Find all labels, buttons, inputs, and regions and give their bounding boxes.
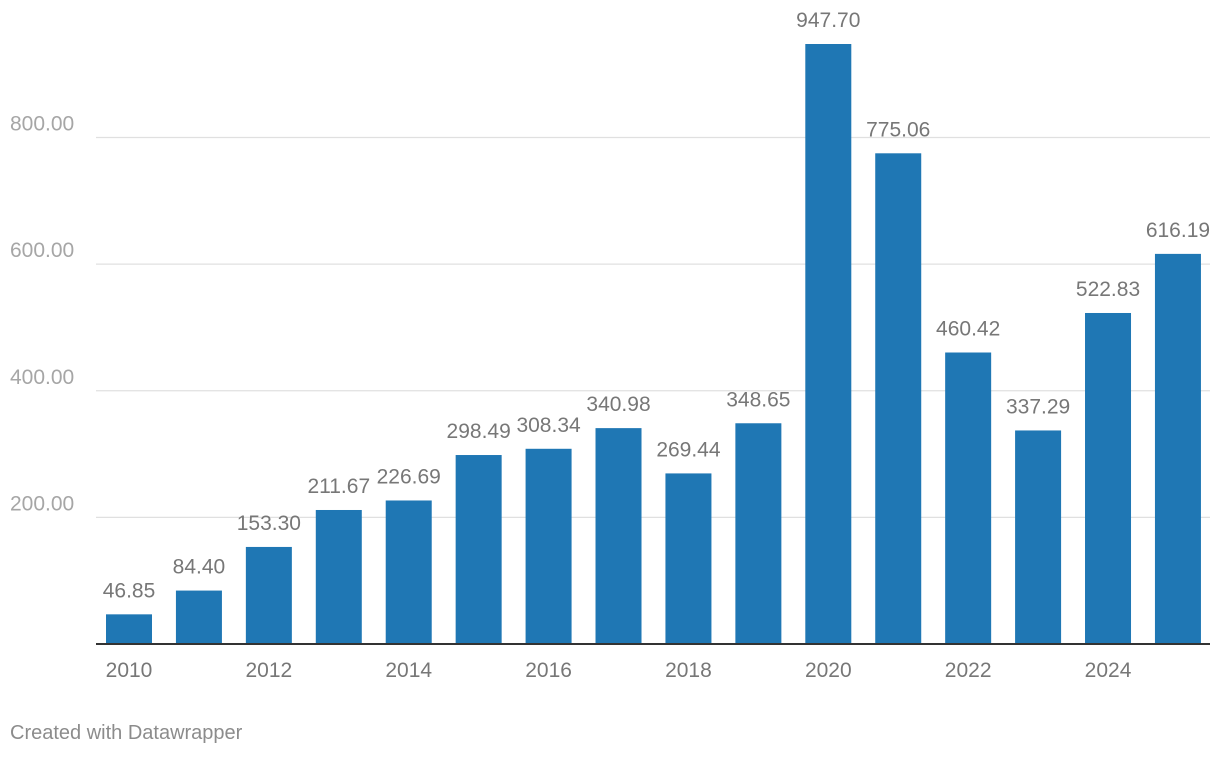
datawrapper-credit: Created with Datawrapper: [10, 722, 243, 744]
bar-2019: [735, 423, 782, 644]
x-tick-label: 2016: [525, 659, 572, 682]
y-axis-tick-labels: 200.00 400.00 600.00 800.00: [10, 113, 74, 516]
data-label-2013: 211.67: [307, 475, 370, 498]
data-label-2018: 269.44: [656, 438, 721, 461]
y-tick-label: 200.00: [10, 492, 74, 515]
data-label-2020: 947.70: [796, 9, 860, 32]
bar-2021: [875, 153, 922, 644]
data-label-2017: 340.98: [586, 393, 650, 416]
data-label-2014: 226.69: [377, 465, 441, 488]
x-tick-label: 2022: [945, 659, 992, 682]
bar-2018: [665, 473, 712, 644]
bar-2024: [1085, 312, 1132, 644]
bars: [106, 44, 1201, 644]
bar-2015: [455, 455, 502, 644]
x-tick-label: 2018: [665, 659, 712, 682]
data-label-2010: 46.85: [103, 579, 156, 602]
bar-2013: [315, 509, 362, 644]
data-label-2022: 460.42: [936, 318, 1000, 341]
bar-2010: [106, 614, 152, 644]
bar-2011: [175, 590, 222, 644]
x-tick-label: 2012: [246, 659, 293, 682]
data-label-2012: 153.30: [237, 512, 301, 535]
bar-chart: 200.00 400.00 600.00 800.00 46.85 84.40 153.3…: [10, 9, 1210, 682]
bar-2023: [1015, 430, 1062, 644]
x-axis-tick-labels: 2010 2012 2014 2016 2018 2020 2022 2024: [106, 659, 1132, 682]
data-label-2016: 308.34: [516, 414, 581, 437]
bar-2022: [945, 352, 992, 644]
x-tick-label: 2014: [385, 659, 432, 682]
bar-2020: [805, 44, 852, 644]
bar-2017: [595, 428, 642, 644]
data-label-2019: 348.65: [726, 388, 790, 411]
bar-2014: [385, 500, 432, 644]
y-tick-label: 800.00: [10, 113, 74, 136]
x-tick-label: 2020: [805, 659, 852, 682]
data-label-2024: 522.83: [1076, 278, 1140, 301]
bar-2016: [525, 448, 572, 644]
data-label-2015: 298.49: [447, 420, 511, 443]
x-tick-label: 2010: [106, 659, 153, 682]
y-tick-label: 600.00: [10, 239, 74, 262]
bar-2025: [1154, 253, 1201, 644]
bar-2012: [245, 546, 292, 644]
y-tick-label: 400.00: [10, 366, 74, 389]
data-labels: 46.85 84.40 153.30 211.67 226.69 298.49 308.34…: [103, 9, 1210, 602]
data-label-2025: 616.19: [1146, 219, 1210, 242]
data-label-2023: 337.29: [1006, 395, 1070, 418]
data-label-2011: 84.40: [173, 556, 226, 579]
x-tick-label: 2024: [1085, 659, 1132, 682]
data-label-2021: 775.06: [866, 118, 930, 141]
